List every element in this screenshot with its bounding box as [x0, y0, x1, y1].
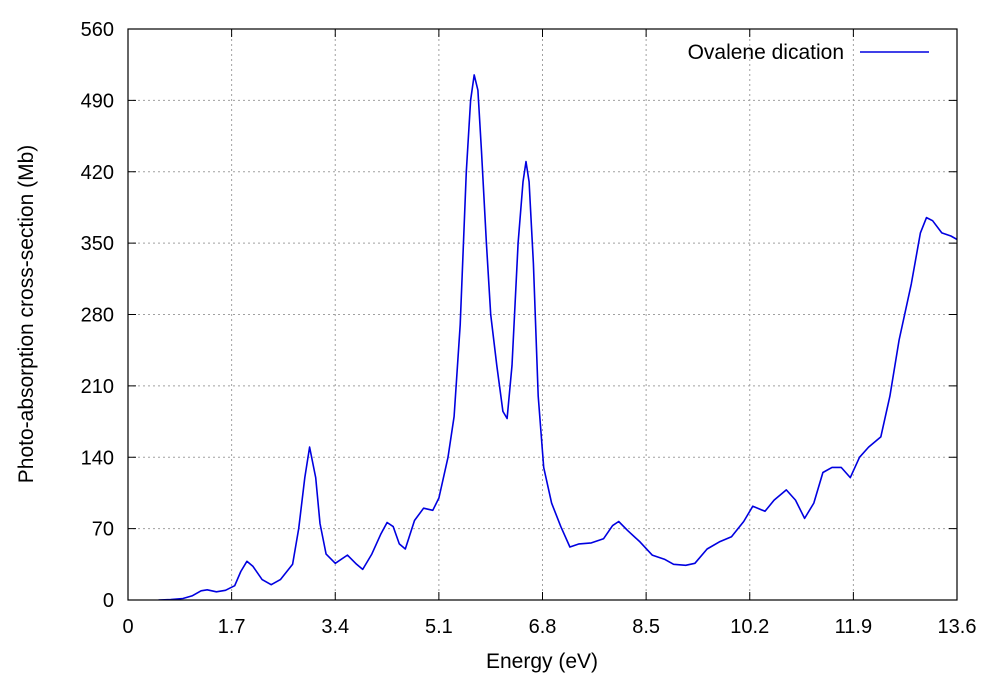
y-tick-label: 420	[81, 162, 114, 184]
y-tick-label: 350	[81, 233, 114, 255]
y-axis-title: Photo-absorption cross-section (Mb)	[15, 145, 38, 483]
series-layer	[158, 74, 957, 600]
y-tick-label: 560	[81, 19, 114, 41]
legend-label: Ovalene dication	[688, 41, 844, 64]
legend: Ovalene dication	[688, 41, 929, 64]
x-tick-label: 3.4	[321, 616, 349, 638]
x-tick-label: 8.5	[632, 616, 660, 638]
x-axis-title: Energy (eV)	[486, 650, 598, 673]
x-tick-label: 0	[122, 616, 133, 638]
x-tick-label: 5.1	[425, 616, 453, 638]
x-tick-label: 10.2	[730, 616, 769, 638]
x-tick-label: 11.9	[835, 616, 872, 638]
x-tick-label: 1.7	[218, 616, 246, 638]
y-tick-label: 210	[81, 376, 114, 398]
y-tick-label: 70	[92, 519, 114, 541]
y-tick-label: 140	[81, 447, 114, 469]
y-tick-label: 280	[81, 305, 114, 327]
tick-labels: 0 1.7 3.4 5.1 6.8 8.5 10.2 11.9 13.6 0 70 140 210 280…	[81, 19, 977, 638]
plot-frame	[127, 28, 958, 601]
grid-lines	[128, 29, 957, 600]
x-tick-label: 6.8	[529, 616, 557, 638]
y-tick-label: 0	[103, 590, 114, 612]
series-line	[158, 74, 957, 600]
y-tick-label: 490	[81, 90, 114, 112]
x-tick-label: 13.6	[938, 616, 977, 638]
